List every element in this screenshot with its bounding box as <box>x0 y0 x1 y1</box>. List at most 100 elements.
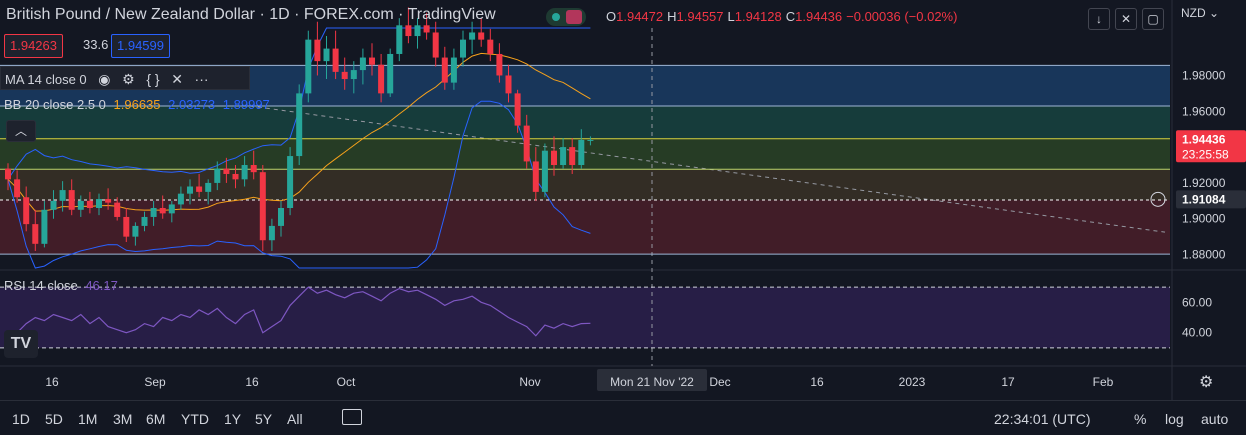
log-toggle[interactable]: log <box>1165 411 1184 427</box>
chart-canvas[interactable]: 1.980001.960001.940001.920001.900001.880… <box>0 0 1246 400</box>
bb-lower-line <box>7 100 591 269</box>
candle-body <box>77 200 84 210</box>
bb-indicator-legend[interactable]: BB 20 close 2.5 0 1.96635 2.03273 1.8999… <box>4 97 270 112</box>
candle <box>314 21 321 76</box>
ohlc-key: C <box>785 9 796 24</box>
gear-icon[interactable]: ⚙ <box>1199 374 1214 391</box>
candle-body <box>450 57 457 83</box>
candle-body <box>123 216 130 237</box>
price-zone <box>0 138 1170 170</box>
candle-body <box>460 39 466 58</box>
ohlc-item: −0.00036 (−0.02%) <box>842 9 957 24</box>
crosshair-price-tag <box>1176 190 1246 209</box>
expand-icon[interactable]: ✕ <box>1115 8 1137 30</box>
bb-upper-value: 2.03273 <box>168 97 216 112</box>
sell-button[interactable]: 1.94263 <box>4 34 63 58</box>
candle-body <box>196 186 203 192</box>
candle-body <box>41 209 48 244</box>
candle <box>341 57 348 90</box>
candle-body <box>223 168 230 174</box>
candle-body <box>50 200 57 210</box>
tradingview-logo[interactable]: TV <box>4 330 38 358</box>
calendar-icon[interactable] <box>342 409 362 425</box>
candle <box>259 165 266 251</box>
candle-body <box>241 165 248 180</box>
ohlc-value: 1.94436 <box>795 9 843 24</box>
candle <box>378 53 385 103</box>
candle <box>268 218 275 251</box>
candle-body <box>132 225 139 237</box>
range-button[interactable]: 1D <box>12 411 30 427</box>
candle-body <box>478 32 485 40</box>
candle <box>250 150 257 180</box>
candle <box>296 84 303 166</box>
ohlc-key: L <box>727 9 735 24</box>
gear-icon[interactable]: ⚙ <box>122 71 135 87</box>
candle <box>168 200 175 223</box>
candle <box>332 30 339 80</box>
currency-label: NZD <box>1181 6 1206 20</box>
candle-body <box>59 190 66 201</box>
braces-icon[interactable]: { } <box>146 71 160 87</box>
ohlc-value: 1.94128 <box>734 9 782 24</box>
candle <box>177 186 184 210</box>
candle-body <box>168 204 175 214</box>
candle-body <box>341 71 348 80</box>
auto-toggle[interactable]: auto <box>1201 411 1229 427</box>
candle-body <box>14 179 21 198</box>
bb-lower-value: 1.89997 <box>222 97 270 112</box>
candle-body <box>68 190 75 210</box>
candle-body <box>423 25 430 33</box>
candle-body <box>159 208 166 214</box>
candle-body <box>114 202 121 217</box>
close-icon[interactable]: ✕ <box>171 71 183 87</box>
price-zone <box>0 200 1170 255</box>
range-button[interactable]: 3M <box>113 411 133 427</box>
candle <box>460 30 466 67</box>
candle <box>23 186 30 232</box>
candle <box>532 147 539 201</box>
currency-selector[interactable]: NZD ⌄ <box>1181 6 1219 20</box>
candle <box>450 48 457 90</box>
fullscreen-icon[interactable]: ▢ <box>1142 8 1164 30</box>
ma-indicator-legend[interactable]: MA 14 close 0 ◉ ⚙ { } ✕ ··· <box>0 66 250 90</box>
range-button[interactable]: 5D <box>45 411 63 427</box>
candle-body <box>578 139 585 166</box>
range-button[interactable]: 5Y <box>255 411 273 427</box>
candle <box>305 30 312 103</box>
candle <box>114 197 121 221</box>
candle <box>541 143 548 198</box>
eye-icon[interactable]: ◉ <box>98 71 111 87</box>
candle <box>432 21 439 67</box>
candle-body <box>296 93 303 157</box>
market-status-indicator[interactable] <box>546 8 586 26</box>
candle <box>59 181 66 212</box>
buy-button[interactable]: 1.94599 <box>111 34 170 58</box>
candle <box>150 200 157 226</box>
down-arrow-icon[interactable]: ↓ <box>1088 8 1110 30</box>
percent-toggle[interactable]: % <box>1134 411 1147 427</box>
more-icon[interactable]: ··· <box>194 71 209 87</box>
candle-body <box>150 208 157 217</box>
range-button[interactable]: 1M <box>78 411 98 427</box>
collapse-legend-button[interactable]: ︿ <box>6 120 36 142</box>
price-tick-label: 1.90000 <box>1182 212 1226 226</box>
range-button[interactable]: YTD <box>181 411 209 427</box>
trend-line <box>249 105 1166 233</box>
time-tick-label: 17 <box>1001 375 1015 389</box>
range-button[interactable]: All <box>287 411 303 427</box>
candle <box>141 211 148 232</box>
ohlc-key: H <box>667 9 677 24</box>
candle-body <box>405 25 412 37</box>
range-button[interactable]: 1Y <box>224 411 242 427</box>
ohlc-value: 1.94557 <box>676 9 724 24</box>
candle <box>77 195 84 217</box>
rsi-indicator-legend[interactable]: RSI 14 close 46.17 <box>4 278 118 293</box>
ohlc-item: H1.94557 <box>663 9 723 24</box>
add-alert-icon <box>1150 191 1166 207</box>
candle <box>414 18 421 49</box>
range-button[interactable]: 6M <box>146 411 166 427</box>
ohlc-key: O <box>606 9 617 24</box>
candle <box>123 208 130 243</box>
candle <box>423 12 430 40</box>
